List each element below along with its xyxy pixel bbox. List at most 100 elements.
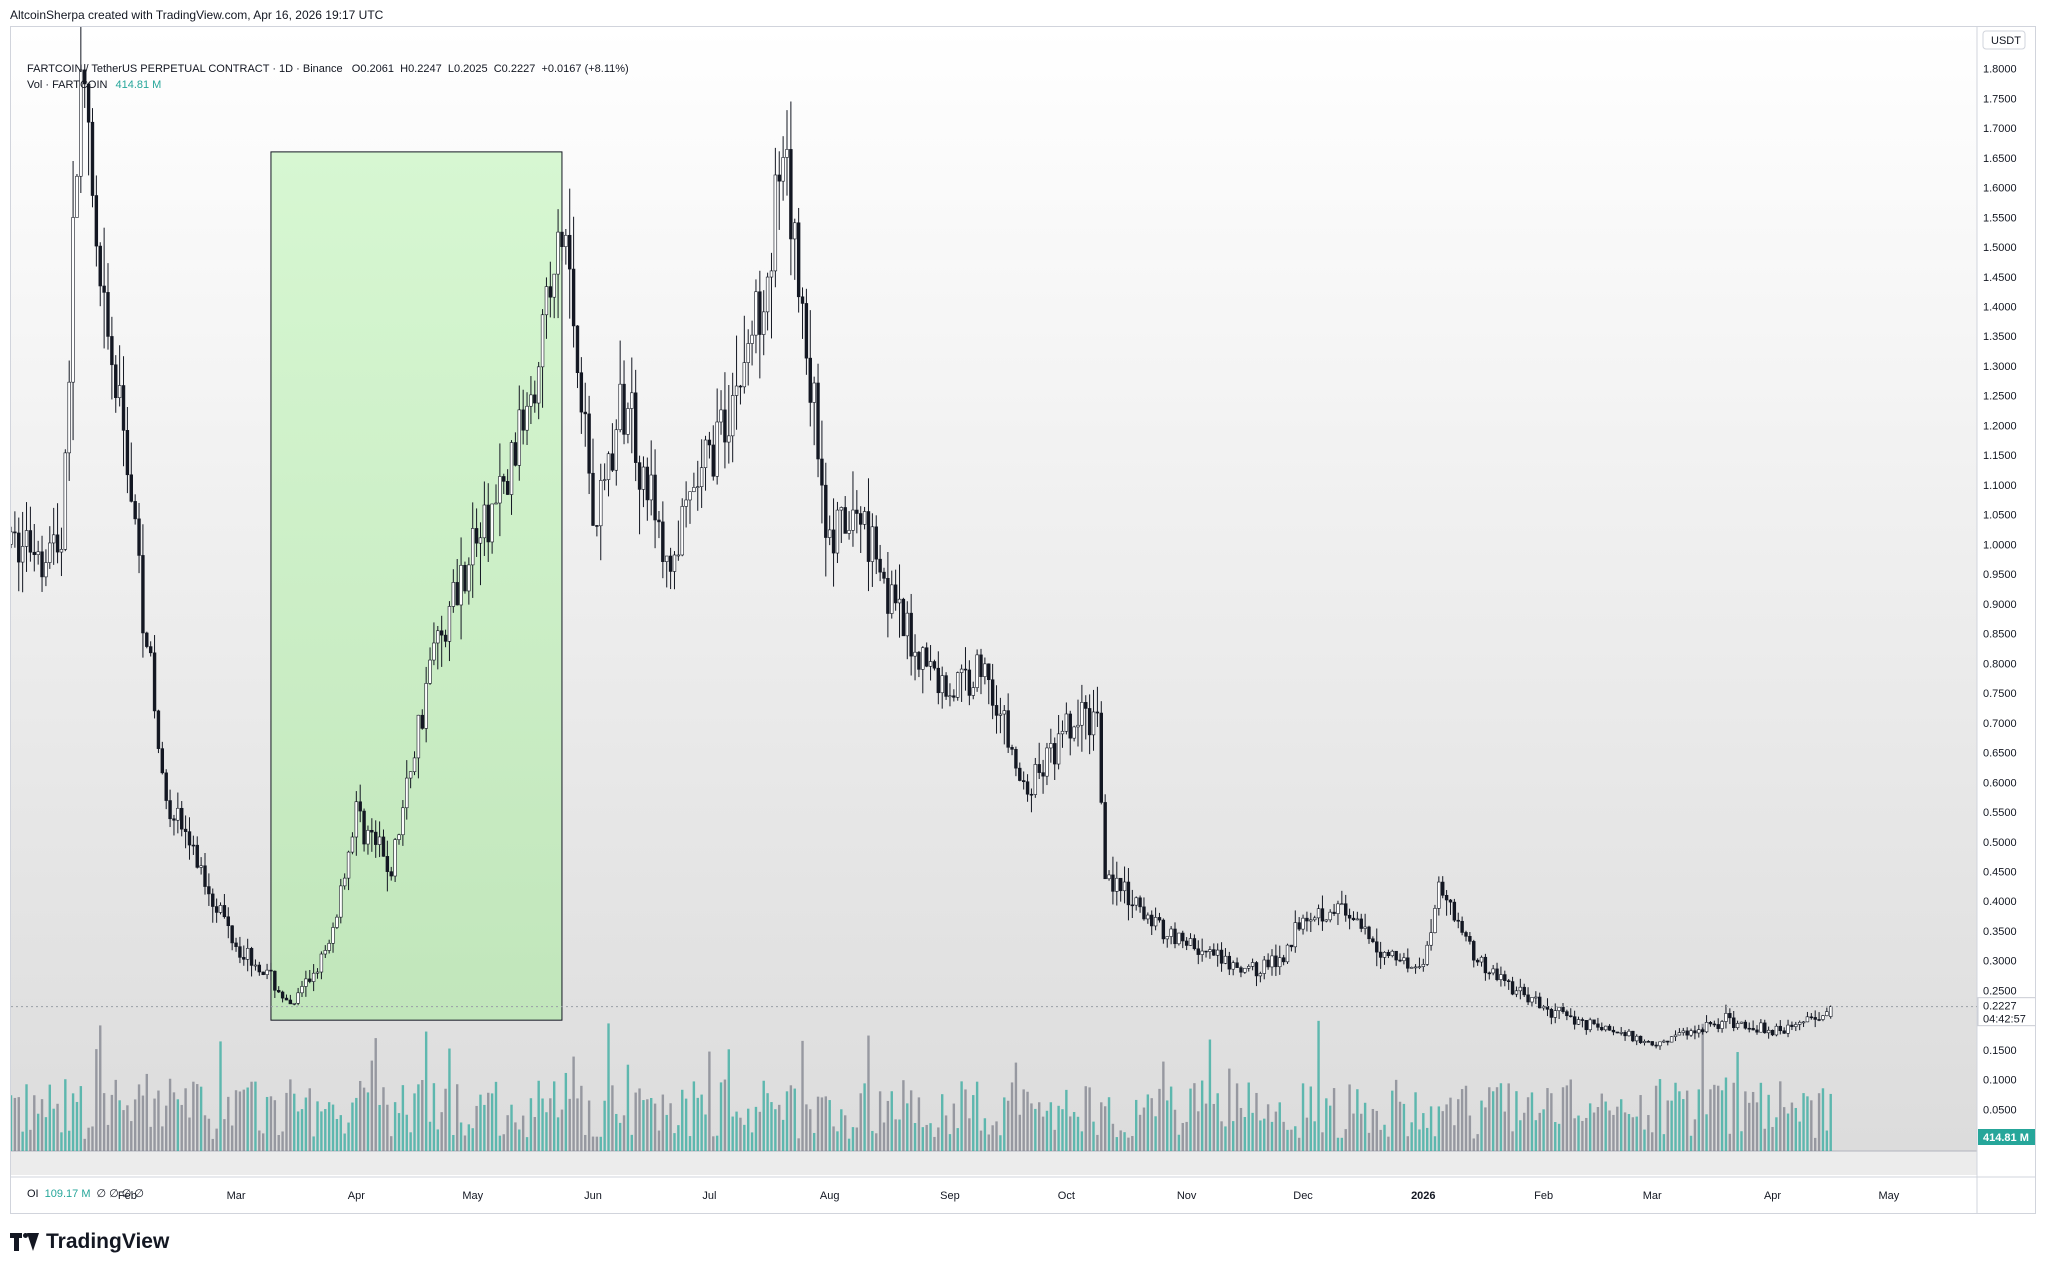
- candle-body: [1064, 713, 1069, 732]
- candle-body: [1813, 1017, 1817, 1020]
- candle-body: [1006, 710, 1010, 748]
- candle-body: [948, 695, 952, 698]
- candle-body: [649, 474, 653, 501]
- candle-body: [238, 946, 242, 958]
- volume-bar: [1751, 1091, 1755, 1151]
- volume-bar: [192, 1081, 195, 1151]
- candle-body: [1460, 920, 1464, 933]
- volume-bar: [735, 1111, 738, 1151]
- volume-bar: [397, 1113, 401, 1151]
- volume-bar: [393, 1102, 397, 1151]
- candle-body: [1386, 952, 1391, 956]
- candle-body: [1235, 962, 1239, 968]
- volume-bar: [456, 1084, 459, 1151]
- candle-body: [552, 273, 556, 298]
- volume-bar: [657, 1130, 661, 1151]
- candle-body: [800, 296, 805, 304]
- oi-empty-values: ∅ ∅ ∅ ∅: [96, 1188, 145, 1200]
- volume-bar: [1453, 1125, 1456, 1151]
- volume-bar: [386, 1104, 389, 1151]
- candle-body: [924, 647, 929, 667]
- candle-body: [1607, 1025, 1612, 1031]
- volume-bar: [1484, 1107, 1487, 1151]
- volume-bar: [1612, 1114, 1615, 1151]
- candle-body: [870, 526, 875, 562]
- volume-legend[interactable]: Vol · FARTCOIN 414.81 M: [27, 79, 161, 91]
- candle-body: [156, 710, 161, 749]
- price-tick-label: 0.9000: [1983, 599, 2017, 611]
- volume-bar: [199, 1086, 203, 1151]
- candle-body: [1693, 1030, 1697, 1034]
- volume-bar: [1363, 1102, 1367, 1151]
- volume-bar: [1654, 1085, 1658, 1151]
- candle-body: [1297, 922, 1301, 930]
- volume-bar: [696, 1097, 699, 1151]
- volume-bar: [1018, 1114, 1021, 1151]
- volume-bar: [29, 1129, 32, 1151]
- volume-bar: [374, 1038, 377, 1151]
- candle-body: [13, 531, 17, 534]
- candle-body: [191, 844, 196, 847]
- volume-bar: [1736, 1052, 1739, 1151]
- candle-body: [168, 800, 172, 820]
- volume-bar: [265, 1096, 269, 1151]
- candle-body: [447, 606, 452, 642]
- candle-body: [265, 969, 269, 975]
- candle-body: [1801, 1021, 1806, 1024]
- volume-bar: [1251, 1112, 1254, 1151]
- volume-bar: [1635, 1116, 1638, 1151]
- volume-bar: [688, 1136, 692, 1151]
- volume-bar: [533, 1117, 536, 1151]
- volume-bar: [1096, 1134, 1099, 1151]
- volume-bar: [700, 1094, 703, 1151]
- volume-bar: [1771, 1126, 1774, 1151]
- volume-bar: [921, 1127, 924, 1151]
- volume-bar: [1806, 1096, 1809, 1151]
- volume-bar: [1647, 1115, 1650, 1151]
- volume-bar: [712, 1136, 715, 1151]
- tradingview-logo[interactable]: TradingView: [10, 1230, 169, 1254]
- candle-body: [1231, 962, 1235, 970]
- candle-body: [180, 807, 184, 830]
- symbol-label[interactable]: FARTCOIN / TetherUS PERPETUAL CONTRACT ·…: [27, 63, 343, 75]
- candle-body: [808, 357, 812, 403]
- candle-body: [1580, 1019, 1585, 1021]
- volume-bar: [1499, 1083, 1503, 1151]
- volume-bar: [1608, 1110, 1611, 1151]
- price-chart[interactable]: 1.8000 1.7500 1.7000 1.6500 1.6000 1.5500 1.50…: [11, 27, 2036, 1214]
- candle-body: [1603, 1025, 1608, 1031]
- volume-bar: [1391, 1090, 1394, 1151]
- price-tick-label: 0.7000: [1983, 718, 2017, 730]
- volume-bar: [203, 1115, 207, 1151]
- volume-bar: [1321, 1132, 1324, 1151]
- oi-legend[interactable]: OI 109.17 M ∅ ∅ ∅ ∅: [27, 1187, 152, 1200]
- volume-bar: [1670, 1100, 1673, 1151]
- candle-body: [494, 502, 498, 505]
- volume-bar: [475, 1105, 478, 1151]
- volume-bar: [789, 1085, 793, 1151]
- candle-body: [525, 405, 529, 431]
- candle-body: [1130, 904, 1135, 907]
- candle-body: [835, 509, 840, 554]
- candle-body: [1662, 1040, 1666, 1043]
- candle-body: [20, 546, 25, 563]
- volume-bar: [1297, 1137, 1301, 1151]
- ohlc-legend: FARTCOIN / TetherUS PERPETUAL CONTRACT ·…: [27, 63, 629, 75]
- candle-body: [1766, 1029, 1771, 1034]
- chart-frame[interactable]: 1.8000 1.7500 1.7000 1.6500 1.6000 1.5500 1.50…: [10, 26, 2036, 1214]
- candle-body: [971, 687, 975, 696]
- candle-body: [1316, 908, 1321, 919]
- volume-bar: [1224, 1126, 1227, 1151]
- volume-bar: [1600, 1093, 1603, 1151]
- volume-bar: [723, 1079, 727, 1151]
- volume-bar: [1717, 1085, 1720, 1151]
- candle-body: [785, 149, 789, 158]
- volume-bar: [937, 1127, 940, 1151]
- candle-body: [944, 675, 948, 697]
- price-tick-label: 1.4000: [1983, 302, 2017, 314]
- volume-bar: [1817, 1093, 1821, 1151]
- volume-bar: [719, 1082, 723, 1151]
- volume-bar: [902, 1080, 905, 1151]
- candle-body: [176, 807, 180, 821]
- candle-body: [1247, 966, 1251, 969]
